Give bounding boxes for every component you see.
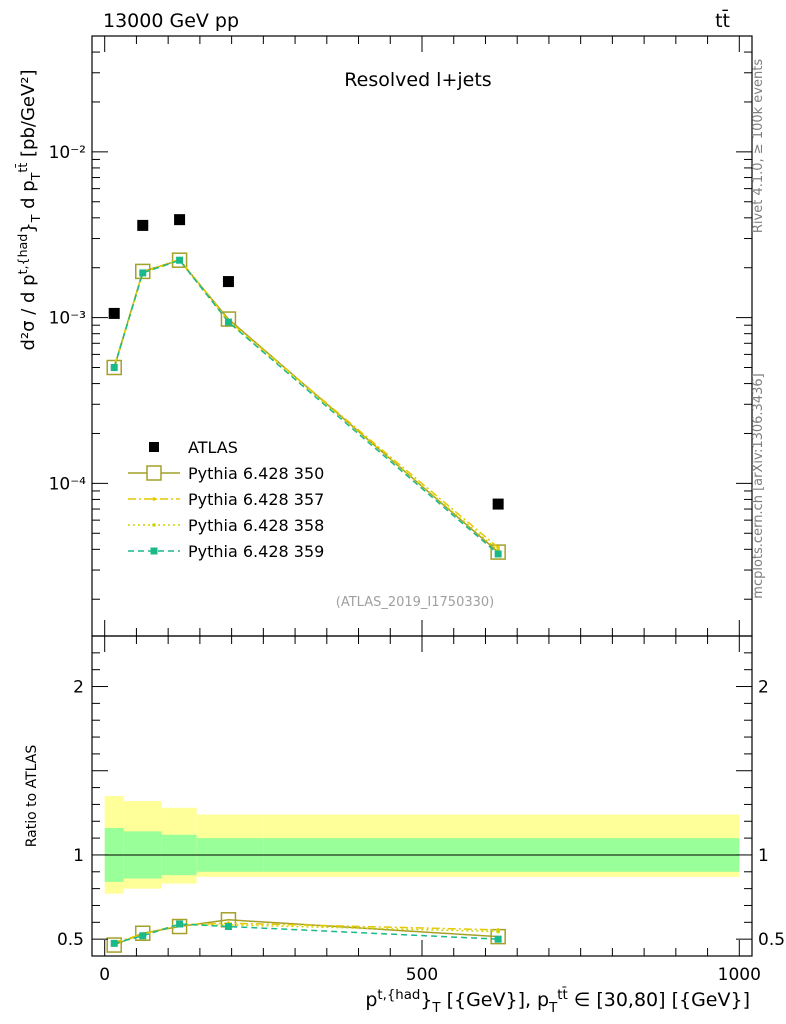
series-marker [494, 550, 502, 558]
y-tick-label-lower-left: 1 [73, 846, 84, 866]
process-label: tt̄ [715, 8, 730, 32]
series-line [113, 924, 499, 945]
y-axis-label-lower: Ratio to ATLAS [24, 745, 40, 848]
series-marker [176, 920, 184, 928]
series-marker [106, 359, 122, 376]
lower-plot-frame [91, 635, 753, 957]
legend-label: Pythia 6.428 358 [188, 516, 324, 535]
series-marker [110, 939, 118, 947]
atlas-data-point [222, 276, 234, 288]
atlas-data-point [137, 219, 149, 231]
atlas-data-point [108, 307, 120, 319]
y-tick-label-upper: 10⁻² [49, 143, 86, 163]
analysis-tag: (ATLAS_2019_I1750330) [336, 595, 494, 610]
legend-marker [152, 497, 156, 501]
y-tick-label-lower-right: 1 [758, 846, 769, 866]
series-marker [176, 256, 184, 264]
series-marker [490, 544, 506, 560]
series-marker [224, 318, 232, 326]
x-tick-label: 1000 [718, 965, 761, 985]
series-marker [494, 935, 502, 943]
atlas-data-point [174, 214, 186, 226]
series-marker [139, 269, 147, 277]
y-tick-label-lower-right: 2 [758, 678, 769, 698]
x-tick-label: 0 [99, 965, 110, 985]
legend-marker-atlas [149, 442, 159, 452]
energy-label: 13000 GeV pp [103, 10, 239, 32]
series-line [113, 259, 499, 555]
y-tick-label-lower-left: 2 [73, 678, 84, 698]
legend-marker [152, 523, 156, 527]
series-marker [106, 937, 122, 953]
series-marker [135, 263, 151, 280]
series-marker [139, 932, 147, 940]
legend-marker [146, 465, 162, 481]
series-marker [496, 929, 500, 934]
y-tick-label-upper: 10⁻⁴ [49, 474, 87, 494]
y-axis-label-upper: d²σ / d pt,{had}T d pTtt̄ [pb/GeV²] [15, 69, 43, 350]
series-marker [224, 923, 232, 931]
series-marker [496, 545, 500, 550]
mcplots-label: mcplots.cern.ch [arXiv:1306.3436] [751, 373, 766, 598]
series-line [113, 919, 499, 946]
series-marker [110, 364, 118, 372]
series-marker [171, 252, 188, 268]
legend-label: Pythia 6.428 350 [188, 464, 324, 483]
y-tick-label-lower-left: 0.5 [57, 930, 84, 950]
y-tick-label-upper: 10⁻³ [49, 309, 86, 329]
legend-label: Pythia 6.428 357 [188, 490, 324, 509]
series-line [113, 258, 499, 549]
legend-label: Pythia 6.428 359 [188, 542, 324, 561]
upper-panel: 10⁻⁴ 10⁻³ 10⁻² Resolved l+jets (ATLAS_2019… [15, 35, 753, 637]
series-marker [220, 311, 237, 327]
chart-title: Resolved l+jets [344, 69, 491, 91]
legend-label-atlas: ATLAS [188, 438, 238, 457]
x-axis-label: pt,{had}T [{GeV}], pTtt̄ ∈ [30,80] [{GeV… [365, 986, 750, 1016]
legend-marker [150, 547, 158, 555]
legend: ATLAS Pythia 6.428 350 Pythia 6.428 357 Pyt… [128, 438, 324, 561]
rivet-version-label: Rivet 4.1.0, ≥ 100k events [751, 59, 766, 233]
y-tick-label-lower-right: 0.5 [758, 930, 785, 950]
lower-panel: 0.5 0.5 1 1 2 2 0 500 1000 Ratio to ATLAS [24, 635, 785, 985]
series-marker [135, 925, 151, 942]
atlas-data-point [492, 498, 504, 510]
x-tick-label: 500 [406, 965, 438, 985]
